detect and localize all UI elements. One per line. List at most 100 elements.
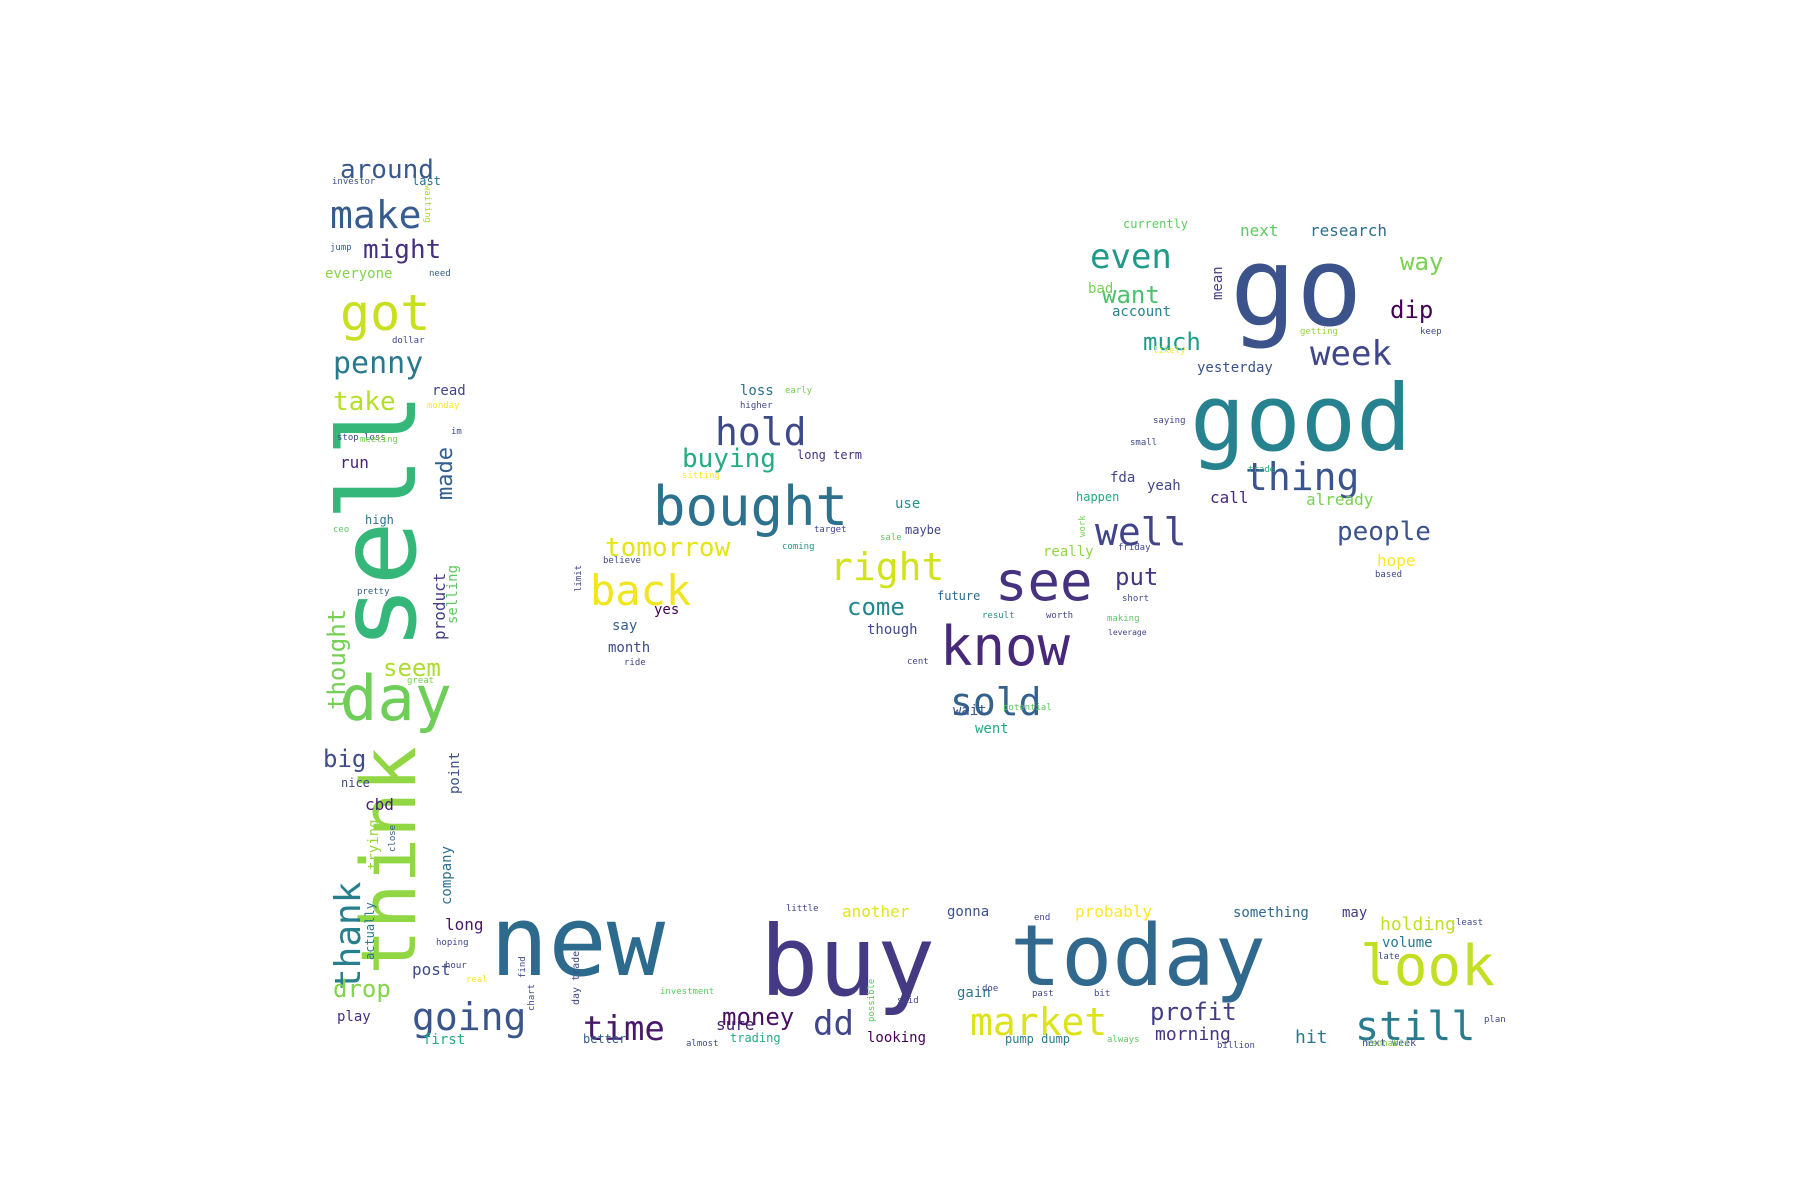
- word-worth: worth: [1046, 611, 1073, 621]
- word-still: still: [1355, 1004, 1475, 1050]
- word-target: target: [814, 525, 847, 535]
- word-mean: mean: [1210, 266, 1226, 300]
- word-good: good: [1190, 365, 1412, 472]
- word-stop-loss: stop loss: [337, 433, 386, 443]
- word-bad: bad: [1088, 281, 1113, 297]
- word-great: great: [407, 676, 434, 686]
- word-buying: buying: [682, 444, 776, 474]
- word-next: next: [1240, 221, 1279, 240]
- word-pretty: pretty: [357, 587, 390, 597]
- word-hope: hope: [1377, 551, 1416, 570]
- word-limit: limit: [574, 565, 584, 592]
- word-selling: selling: [445, 565, 461, 624]
- word-sell: sell: [317, 392, 441, 650]
- word-already: already: [1306, 490, 1374, 509]
- word-post: post: [412, 960, 451, 979]
- word-potential: potential: [1003, 703, 1052, 713]
- word-last: last: [412, 174, 441, 188]
- word-always: always: [1107, 1035, 1140, 1045]
- word-got: got: [340, 284, 430, 342]
- word-holding: holding: [1380, 914, 1456, 935]
- word-tomorrow: tomorrow: [605, 533, 731, 563]
- word-sold: sold: [950, 680, 1042, 724]
- word-gain: gain: [957, 985, 991, 1001]
- word-getting: getting: [1300, 327, 1338, 337]
- word-real: real: [466, 975, 488, 985]
- word-know: know: [940, 615, 1071, 678]
- word-early: early: [785, 386, 813, 396]
- word-money: money: [722, 1003, 794, 1031]
- word-another: another: [842, 902, 910, 921]
- word-thing: thing: [1245, 455, 1359, 499]
- word-seem: seem: [383, 654, 441, 682]
- word-buy: buy: [760, 905, 935, 1018]
- word-ceo: ceo: [333, 525, 349, 535]
- word-look: look: [1360, 934, 1495, 999]
- word-investment: investment: [660, 987, 714, 997]
- word-sale: sale: [880, 533, 902, 543]
- word-think: think: [344, 746, 433, 975]
- word-work: work: [1078, 515, 1088, 537]
- word-use: use: [895, 496, 920, 512]
- word-higher: higher: [740, 401, 773, 411]
- word-cbd: cbd: [365, 795, 394, 814]
- word-keep: keep: [1420, 327, 1442, 337]
- word-better: better: [583, 1032, 626, 1046]
- word-small: small: [1130, 438, 1157, 448]
- word-find: find: [518, 956, 528, 978]
- word-currently: currently: [1123, 217, 1188, 231]
- word-bit: bit: [1094, 989, 1110, 999]
- word-even: even: [1090, 237, 1172, 277]
- word-probably: probably: [1075, 902, 1152, 921]
- word-month: month: [608, 640, 650, 656]
- word-well: well: [1095, 510, 1187, 554]
- word-past: past: [1032, 989, 1054, 999]
- word-coming: coming: [782, 542, 815, 552]
- word-im: im: [451, 427, 462, 437]
- word-put: put: [1115, 563, 1158, 591]
- word-based: based: [1375, 570, 1402, 580]
- word-hit: hit: [1295, 1027, 1328, 1048]
- word-research: research: [1310, 221, 1387, 240]
- word-way: way: [1400, 248, 1443, 276]
- word-volume: volume: [1382, 935, 1433, 951]
- word-looking: looking: [867, 1030, 926, 1046]
- word-going: going: [412, 995, 526, 1039]
- word-though: though: [867, 622, 918, 638]
- word-short: short: [1122, 594, 1149, 604]
- word-cent: cent: [907, 657, 929, 667]
- word-want: want: [1102, 281, 1160, 309]
- word-friday: friday: [1118, 543, 1151, 553]
- word-come: come: [847, 593, 905, 621]
- word-monday: monday: [427, 401, 460, 411]
- word-say: say: [612, 618, 637, 634]
- word-account: account: [1112, 304, 1171, 320]
- word-week: week: [1310, 334, 1392, 374]
- word-plan: plan: [1484, 1015, 1506, 1025]
- word-saying: saying: [1153, 416, 1186, 426]
- word-read: read: [432, 383, 466, 399]
- word-cloud: new buy today go good sell think day look bought k…: [317, 155, 1506, 1051]
- word-market: market: [970, 1000, 1107, 1044]
- word-almost: almost: [686, 1039, 719, 1049]
- word-dip: dip: [1390, 296, 1433, 324]
- word-close: close: [388, 825, 398, 852]
- word-right: right: [830, 545, 944, 589]
- word-company: company: [439, 846, 455, 905]
- word-time: time: [583, 1009, 665, 1049]
- word-went: went: [975, 721, 1009, 737]
- word-long: long: [445, 915, 484, 934]
- word-made: made: [433, 447, 458, 500]
- word-investor: investor: [332, 177, 376, 187]
- word-ride: ride: [624, 658, 646, 668]
- word-dollar: dollar: [392, 336, 425, 346]
- word-might: might: [363, 235, 441, 265]
- word-dd: dd: [813, 1004, 854, 1044]
- word-big: big: [323, 745, 366, 773]
- word-trading: trading: [730, 1031, 781, 1045]
- word-believe: believe: [603, 556, 641, 566]
- word-penny: penny: [333, 346, 423, 381]
- word-late: late: [1378, 952, 1400, 962]
- word-much: much: [1143, 328, 1201, 356]
- word-little: little: [786, 904, 819, 914]
